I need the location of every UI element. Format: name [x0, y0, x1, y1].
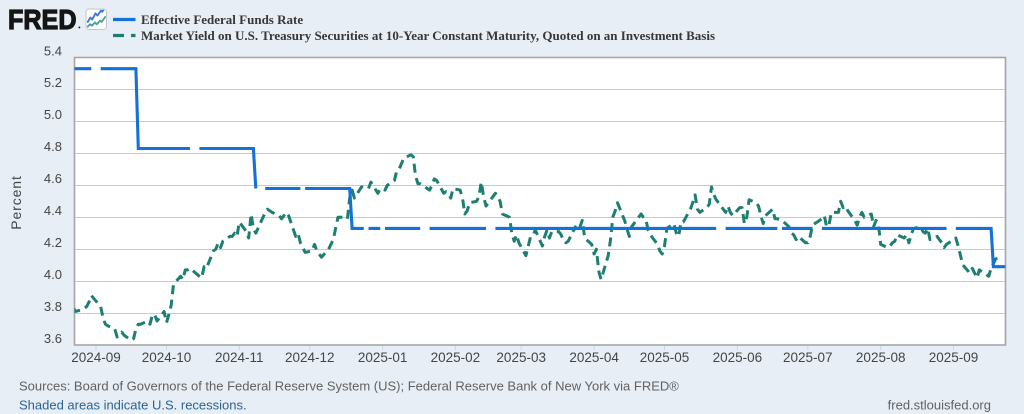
- svg-text:2025-03: 2025-03: [496, 350, 546, 365]
- svg-text:FRED: FRED: [8, 4, 77, 35]
- svg-text:Percent: Percent: [8, 175, 24, 230]
- svg-text:4.6: 4.6: [44, 171, 62, 186]
- svg-text:2025-06: 2025-06: [713, 350, 763, 365]
- svg-text:2025-05: 2025-05: [640, 350, 690, 365]
- svg-text:5.2: 5.2: [44, 75, 62, 90]
- svg-text:5.0: 5.0: [44, 107, 62, 122]
- svg-text:2024-11: 2024-11: [215, 350, 264, 365]
- svg-text:2025-09: 2025-09: [929, 350, 979, 365]
- svg-text:5.4: 5.4: [44, 43, 62, 58]
- svg-text:2025-04: 2025-04: [569, 350, 619, 365]
- svg-text:2025-02: 2025-02: [431, 350, 481, 365]
- svg-text:3.6: 3.6: [44, 331, 62, 346]
- svg-text:fred.stlouisfed.org: fred.stlouisfed.org: [888, 398, 991, 413]
- svg-text:Sources: Board of Governors of: Sources: Board of Governors of the Feder…: [19, 379, 679, 394]
- svg-text:2024-09: 2024-09: [71, 350, 121, 365]
- svg-text:3.8: 3.8: [44, 299, 62, 314]
- svg-text:2025-08: 2025-08: [856, 350, 906, 365]
- svg-text:2025-01: 2025-01: [358, 350, 408, 365]
- svg-text:4.0: 4.0: [44, 267, 62, 282]
- svg-text:Market Yield on U.S. Treasury: Market Yield on U.S. Treasury Securities…: [141, 28, 715, 43]
- svg-text:4.2: 4.2: [44, 235, 62, 250]
- svg-text:2024-12: 2024-12: [285, 350, 335, 365]
- svg-text:Shaded areas indicate U.S. rec: Shaded areas indicate U.S. recessions.: [19, 398, 247, 413]
- svg-text:Effective Federal Funds Rate: Effective Federal Funds Rate: [141, 12, 303, 27]
- svg-text:2024-10: 2024-10: [142, 350, 192, 365]
- svg-text:4.4: 4.4: [44, 203, 62, 218]
- svg-text:2025-07: 2025-07: [783, 350, 833, 365]
- svg-text:4.8: 4.8: [44, 139, 62, 154]
